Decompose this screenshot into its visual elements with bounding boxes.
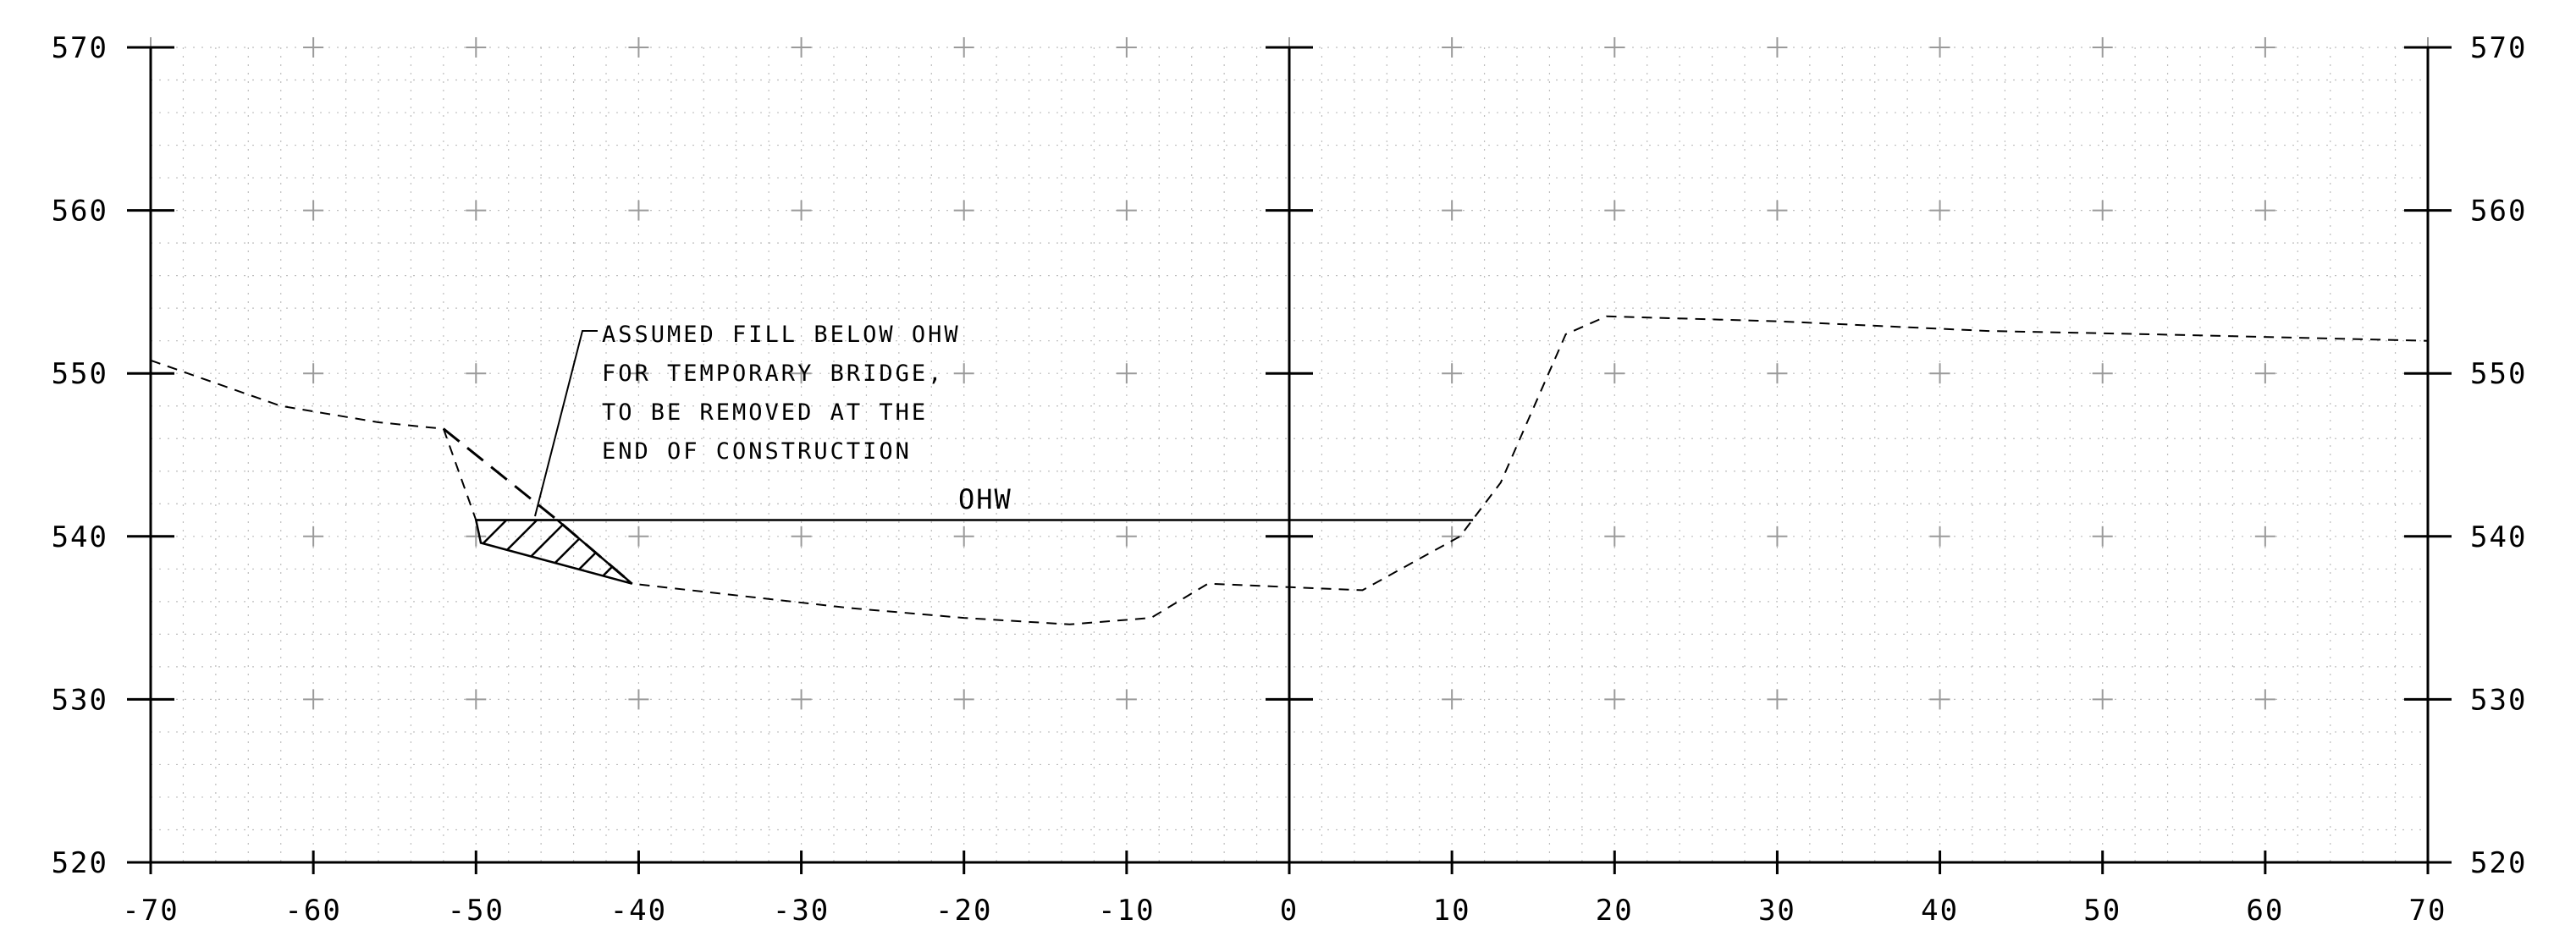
x-tick-label: 0	[1280, 894, 1299, 928]
plot-frame	[127, 46, 2452, 874]
hatch-line	[625, 520, 632, 584]
y-tick-label-right: 550	[2470, 357, 2527, 391]
x-tick-label: 20	[1596, 894, 1634, 928]
x-tick-label: -10	[1098, 894, 1155, 928]
y-tick-label-right: 540	[2470, 520, 2527, 554]
y-tick-label-left: 520	[52, 846, 108, 880]
x-tick-label: 30	[1758, 894, 1796, 928]
annotations: OHW ASSUMED FILL BELOW OHW FOR TEMPORARY…	[534, 322, 1012, 517]
hatch-line	[533, 520, 599, 584]
y-tick-label-right: 520	[2470, 846, 2527, 880]
x-tick-label: 40	[1921, 894, 1959, 928]
x-tick-label: -40	[610, 894, 667, 928]
hatch-line	[476, 520, 477, 584]
x-tick-label: -20	[935, 894, 992, 928]
ohw-label: OHW	[958, 483, 1012, 515]
fill-region-outline	[474, 519, 633, 585]
fill-note-line-2: FOR TEMPORARY BRIDGE,	[602, 361, 944, 387]
x-tick-label: -50	[448, 894, 505, 928]
fill-slope-line	[442, 427, 633, 585]
y-tick-label-left: 550	[52, 357, 108, 391]
x-tick-label: -60	[284, 894, 341, 928]
hatch-line	[476, 520, 508, 584]
tick-labels: 520 520 530 530 540 540 550 550 560 560 570 570 -70 -…	[52, 31, 2527, 928]
y-tick-label-right: 570	[2470, 31, 2527, 65]
x-tick-label: -70	[122, 894, 179, 928]
x-tick-label: 60	[2246, 894, 2284, 928]
fill-note-leader	[534, 330, 598, 517]
y-tick-label-right: 560	[2470, 195, 2527, 228]
hatch-line	[594, 520, 632, 584]
ground-profile-line	[150, 315, 2429, 625]
x-tick-label: 70	[2409, 894, 2447, 928]
fill-note-line-3: TO BE REMOVED AT THE	[602, 399, 928, 426]
x-tick-label: 50	[2083, 894, 2121, 928]
fill-note-line-4: END OF CONSTRUCTION	[602, 438, 912, 465]
fill-hatching	[476, 520, 632, 584]
y-tick-label-right: 530	[2470, 683, 2527, 717]
y-tick-label-left: 540	[52, 520, 108, 554]
y-tick-label-left: 570	[52, 31, 108, 65]
x-tick-label: -30	[773, 894, 830, 928]
x-tick-label: 10	[1433, 894, 1471, 928]
hatch-line	[476, 520, 538, 584]
y-tick-label-left: 560	[52, 195, 108, 228]
y-tick-label-left: 530	[52, 683, 108, 717]
fill-note-line-1: ASSUMED FILL BELOW OHW	[602, 322, 961, 348]
